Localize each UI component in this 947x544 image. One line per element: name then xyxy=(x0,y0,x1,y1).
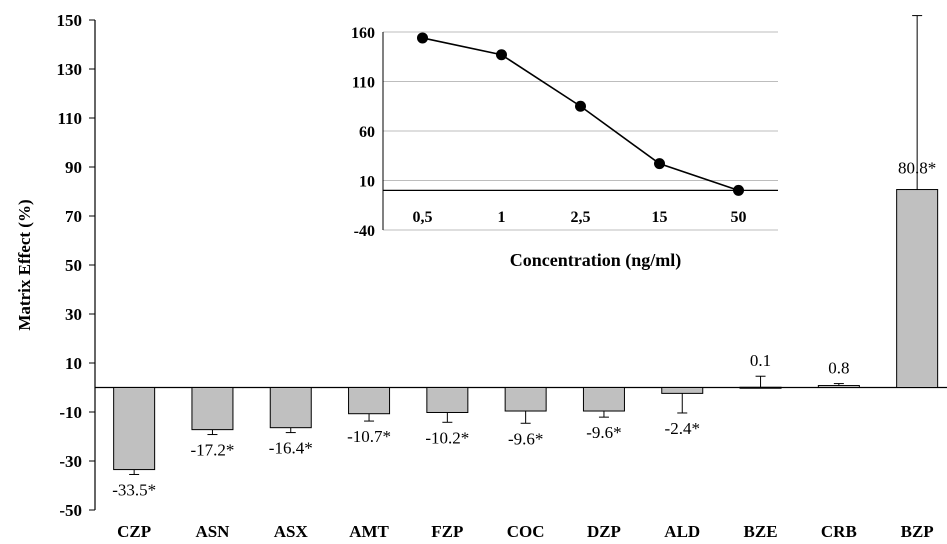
data-label: -16.4* xyxy=(269,439,313,458)
y-tick-label: 110 xyxy=(57,109,82,128)
y-tick-label: 50 xyxy=(65,256,82,275)
category-label: ASN xyxy=(195,522,230,541)
category-label: BZE xyxy=(744,522,778,541)
category-label: CRB xyxy=(821,522,857,541)
category-label: ALD xyxy=(664,522,700,541)
category-label: BZP xyxy=(901,522,934,541)
y-tick-label: -10 xyxy=(59,403,82,422)
inset-y-tick-label: 10 xyxy=(359,174,375,191)
inset-data-point xyxy=(496,49,507,61)
inset-y-tick-label: 160 xyxy=(351,25,375,42)
inset-data-point xyxy=(417,32,428,44)
inset-x-axis-label: Concentration (ng/ml) xyxy=(510,250,681,271)
data-label: -33.5* xyxy=(112,480,156,499)
bar xyxy=(817,385,860,389)
bar xyxy=(504,387,547,412)
data-label: -10.2* xyxy=(425,428,469,447)
inset-data-point xyxy=(654,158,665,170)
data-label: -17.2* xyxy=(190,441,234,460)
y-tick-label: -30 xyxy=(59,452,82,471)
inset-series-line xyxy=(422,37,739,192)
data-label: -9.6* xyxy=(508,429,543,448)
bar xyxy=(191,387,234,431)
y-axis-label: Matrix Effect (%) xyxy=(15,199,34,330)
data-label: 0.8 xyxy=(828,359,849,378)
bar xyxy=(739,386,782,389)
category-label: CZP xyxy=(117,522,151,541)
y-tick-label: 90 xyxy=(65,158,82,177)
bar xyxy=(348,387,391,415)
bar xyxy=(661,387,704,394)
bar xyxy=(582,387,625,412)
inset-y-tick-label: 60 xyxy=(359,124,375,141)
data-label: -2.4* xyxy=(665,419,700,438)
bar xyxy=(426,387,469,413)
category-label: ASX xyxy=(274,522,309,541)
category-label: AMT xyxy=(349,522,389,541)
y-tick-label: -50 xyxy=(59,501,82,520)
data-label: -9.6* xyxy=(586,423,621,442)
y-tick-label: 150 xyxy=(57,11,83,30)
data-label: 0.1 xyxy=(750,351,771,370)
inset-x-tick-label: 2,5 xyxy=(571,209,591,226)
inset-data-point xyxy=(733,184,744,196)
category-label: COC xyxy=(507,522,545,541)
inset-x-tick-label: 1 xyxy=(498,209,506,226)
bar xyxy=(113,387,156,471)
inset-y-tick-label: 110 xyxy=(352,75,375,92)
data-label: 80.8* xyxy=(898,159,936,178)
inset-x-tick-label: 15 xyxy=(652,209,668,226)
y-tick-label: 10 xyxy=(65,354,82,373)
inset-y-tick-label: -40 xyxy=(354,223,375,240)
category-label: DZP xyxy=(587,522,621,541)
bar xyxy=(896,189,939,388)
y-tick-label: 70 xyxy=(65,207,82,226)
inset-data-point xyxy=(575,100,586,112)
inset-x-tick-label: 50 xyxy=(731,209,747,226)
y-tick-label: 30 xyxy=(65,305,82,324)
category-label: FZP xyxy=(431,522,463,541)
y-tick-label: 130 xyxy=(57,60,83,79)
inset-x-tick-label: 0,5 xyxy=(413,209,433,226)
data-label: -10.7* xyxy=(347,427,391,446)
bar xyxy=(269,387,312,429)
